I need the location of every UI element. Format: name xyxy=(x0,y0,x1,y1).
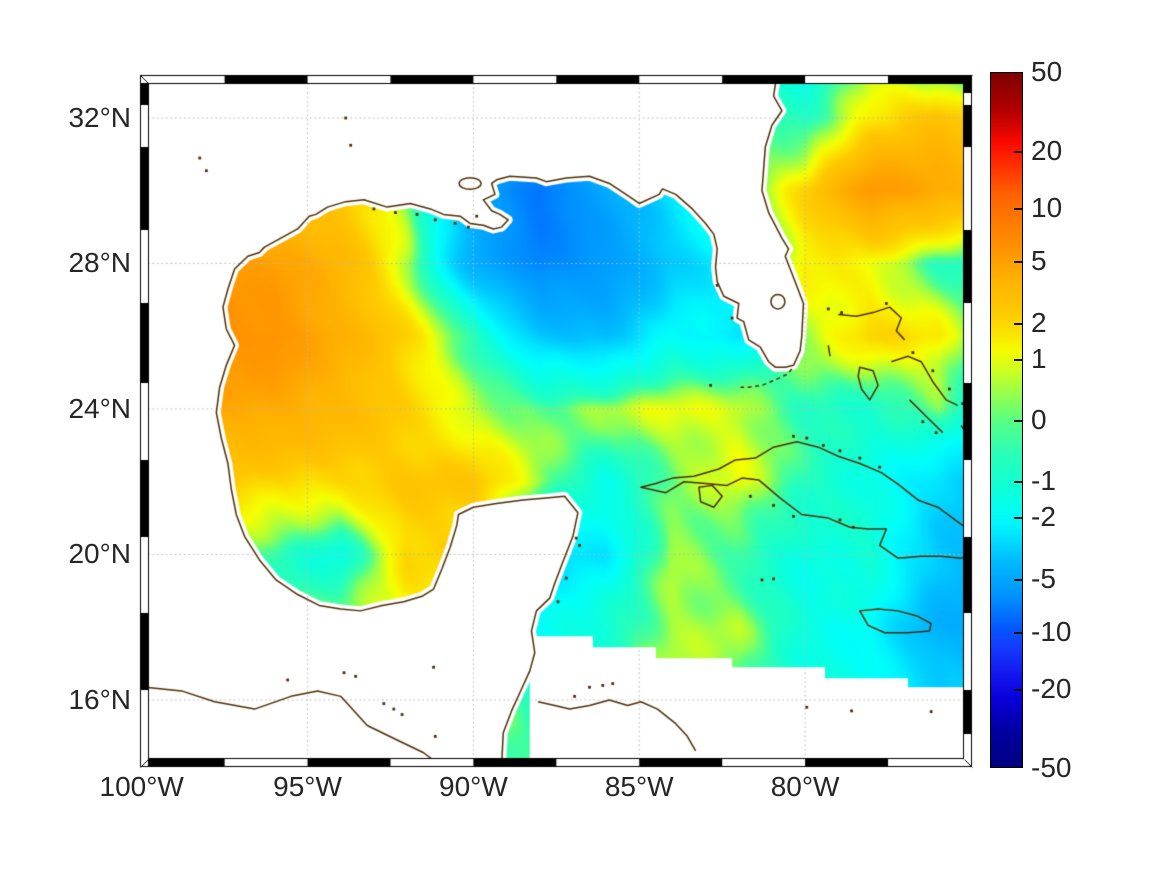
colorbar-tick-label: 1 xyxy=(1031,342,1047,374)
colorbar-tick xyxy=(1014,207,1022,210)
colorbar-tick-label: -5 xyxy=(1031,562,1056,594)
colorbar-tick xyxy=(1014,322,1022,325)
colorbar-tick-label: -20 xyxy=(1031,673,1072,705)
colorbar-tick xyxy=(1014,420,1022,422)
colorbar-tick xyxy=(1014,261,1022,264)
colorbar-tick xyxy=(1014,689,1022,692)
lon-tick-label: 85°W xyxy=(604,771,674,802)
colorbar-tick-label: 20 xyxy=(1031,134,1063,166)
lon-tick-label: 80°W xyxy=(770,771,840,802)
lon-tick-label: 90°W xyxy=(439,771,508,802)
colorbar-tick-label: -2 xyxy=(1031,501,1056,533)
colorbar-tick xyxy=(1014,578,1022,581)
colorbar-tick-label: -10 xyxy=(1031,616,1072,648)
colorbar-tick-label: -1 xyxy=(1031,465,1056,497)
colorbar-tick-label: -50 xyxy=(1031,752,1072,783)
colorbar-tick xyxy=(1014,517,1022,520)
colorbar-tick-label: 5 xyxy=(1031,245,1047,277)
lon-tick-label: 95°W xyxy=(273,771,342,802)
colorbar-tick xyxy=(1014,481,1022,484)
colorbar-tick-label: 2 xyxy=(1031,306,1047,338)
lat-tick-label: 24°N xyxy=(68,392,131,424)
colorbar-tick xyxy=(1014,358,1022,361)
colorbar-tick xyxy=(1014,632,1022,635)
lon-tick-label: 100°W xyxy=(99,771,184,802)
colorbar-tick xyxy=(1014,150,1022,153)
lat-tick-label: 20°N xyxy=(68,538,131,570)
lat-tick-label: 32°N xyxy=(68,101,131,133)
lat-tick-label: 16°N xyxy=(68,683,131,715)
lat-tick-label: 28°N xyxy=(68,247,131,279)
colorbar-tick-label: 0 xyxy=(1031,404,1047,435)
colorbar-tick-label: 50 xyxy=(1031,56,1063,87)
colorbar-tick-label: 10 xyxy=(1031,191,1063,223)
colorbar xyxy=(990,72,1023,768)
